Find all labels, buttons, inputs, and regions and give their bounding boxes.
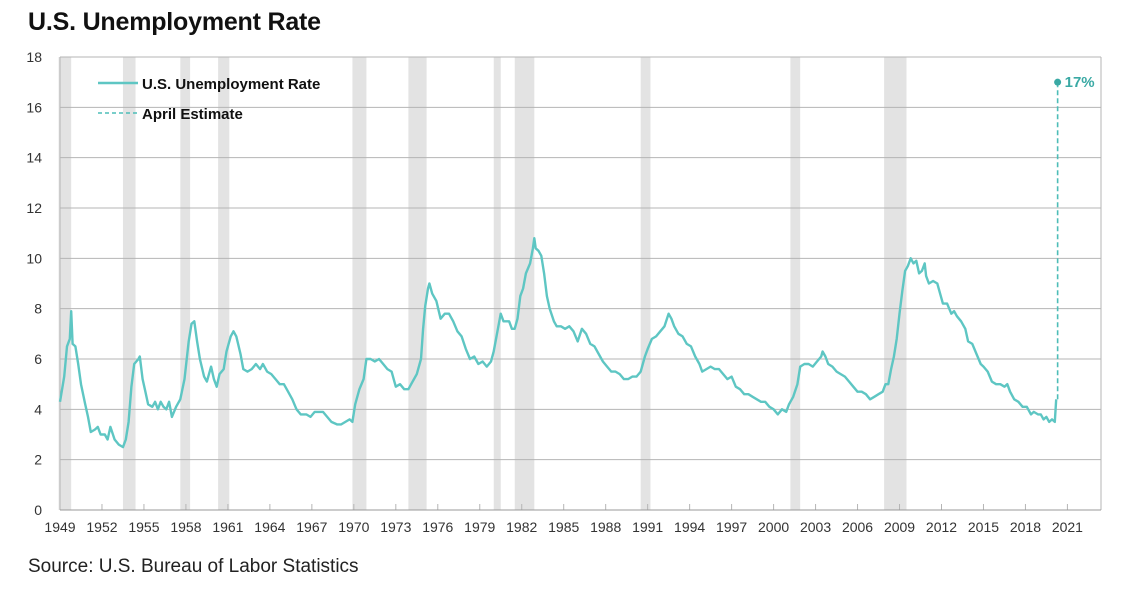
y-tick-label: 4 — [34, 401, 42, 417]
x-tick-label: 1964 — [254, 519, 285, 535]
x-tick-label: 2021 — [1052, 519, 1083, 535]
x-tick-label: 2012 — [926, 519, 957, 535]
x-tick-label: 2000 — [758, 519, 789, 535]
x-tick-label: 1979 — [464, 519, 495, 535]
y-tick-label: 18 — [26, 49, 42, 65]
y-tick-label: 14 — [26, 150, 42, 166]
recession-band — [790, 57, 801, 510]
y-tick-label: 0 — [34, 502, 42, 518]
x-tick-label: 2009 — [884, 519, 915, 535]
y-tick-label: 6 — [34, 351, 42, 367]
x-tick-label: 1997 — [716, 519, 747, 535]
unemployment-rate-line — [58, 237, 1058, 449]
recession-band — [180, 57, 191, 510]
x-tick-label: 1994 — [674, 519, 705, 535]
y-tick-label: 16 — [26, 99, 42, 115]
y-tick-label: 2 — [34, 452, 42, 468]
x-tick-label: 1988 — [590, 519, 621, 535]
x-tick-label: 1973 — [380, 519, 411, 535]
recession-band — [352, 57, 367, 510]
x-tick-label: 2006 — [842, 519, 873, 535]
recession-band — [640, 57, 651, 510]
source-note: Source: U.S. Bureau of Labor Statistics — [28, 556, 359, 577]
x-tick-label: 1976 — [422, 519, 453, 535]
x-tick-label: 2015 — [968, 519, 999, 535]
estimate-label: 17% — [1065, 74, 1095, 91]
x-tick-label: 1949 — [44, 519, 75, 535]
april-estimate-point — [1054, 78, 1062, 86]
x-tick-label: 1961 — [212, 519, 243, 535]
x-tick-label: 1982 — [506, 519, 537, 535]
legend-label-unemployment: U.S. Unemployment Rate — [142, 76, 320, 93]
recession-band — [884, 57, 907, 510]
y-tick-label: 8 — [34, 301, 42, 317]
x-tick-label: 1985 — [548, 519, 579, 535]
y-tick-label: 12 — [26, 200, 42, 216]
x-tick-label: 1955 — [128, 519, 159, 535]
x-tick-label: 2003 — [800, 519, 831, 535]
x-tick-label: 1967 — [296, 519, 327, 535]
x-tick-label: 1970 — [338, 519, 369, 535]
y-tick-label: 10 — [26, 250, 42, 266]
recession-band — [408, 57, 427, 510]
recession-band — [493, 57, 501, 510]
x-tick-label: 1952 — [86, 519, 117, 535]
recession-band — [218, 57, 230, 510]
x-tick-label: 2018 — [1010, 519, 1041, 535]
x-tick-label: 1958 — [170, 519, 201, 535]
chart-title: U.S. Unemployment Rate — [28, 8, 321, 36]
legend-label-estimate: April Estimate — [142, 106, 243, 123]
recession-band — [122, 57, 136, 510]
x-tick-label: 1991 — [632, 519, 663, 535]
